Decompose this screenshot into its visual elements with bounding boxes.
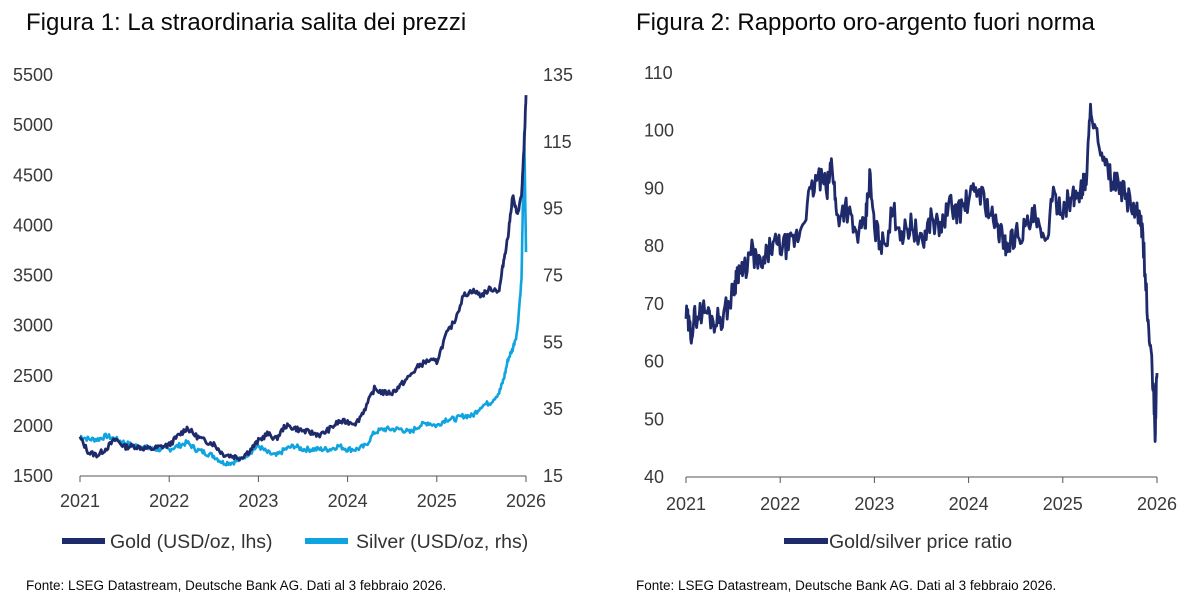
legend-gold-label: Gold (USD/oz, lhs) — [110, 531, 273, 553]
figure1-title: Figura 1: La straordinaria salita dei pr… — [26, 9, 467, 36]
fig2-y-tick-label: 80 — [644, 236, 664, 256]
fig2-y-tick-label: 40 — [644, 467, 664, 487]
fig1-y-left-tick-label: 2000 — [13, 416, 53, 436]
fig1-y-left-tick-label: 3000 — [13, 316, 53, 336]
fig1-x-tick-label: 2024 — [328, 491, 368, 511]
fig2-y-tick-label: 50 — [644, 409, 664, 429]
fig1-y-left-tick-label: 5500 — [13, 65, 53, 85]
fig2-y-tick-label: 100 — [644, 121, 674, 141]
fig1-y-left-tick-label: 5000 — [13, 115, 53, 135]
legend-silver-label: Silver (USD/oz, rhs) — [356, 531, 528, 553]
fig1-y-left-tick-label: 1500 — [13, 466, 53, 486]
figure2-title: Figura 2: Rapporto oro-argento fuori nor… — [636, 9, 1095, 36]
fig1-y-right-tick-label: 95 — [543, 199, 563, 219]
fig2-x-tick-label: 2025 — [1043, 494, 1083, 514]
fig1-x-tick-label: 2023 — [238, 491, 278, 511]
fig1-y-left-tick-label: 4000 — [13, 215, 53, 235]
fig2-x-tick-label: 2021 — [666, 494, 706, 514]
fig2-y-tick-label: 70 — [644, 294, 664, 314]
fig2-x-tick-label: 2023 — [854, 494, 894, 514]
fig2-y-tick-label: 60 — [644, 352, 664, 372]
silver-price-line — [79, 131, 528, 467]
fig1-y-right-tick-label: 75 — [543, 266, 563, 286]
figure1-source: Fonte: LSEG Datastream, Deutsche Bank AG… — [26, 578, 447, 593]
fig1-y-left-tick-label: 3500 — [13, 266, 53, 286]
fig1-x-tick-label: 2025 — [417, 491, 457, 511]
fig1-y-right-tick-label: 55 — [543, 332, 563, 352]
fig2-y-tick-label: 110 — [644, 63, 673, 83]
figure2-source: Fonte: LSEG Datastream, Deutsche Bank AG… — [636, 578, 1057, 593]
fig1-y-right-tick-label: 15 — [543, 466, 563, 486]
fig1-x-tick-label: 2021 — [60, 491, 100, 511]
gold-price-line — [78, 95, 528, 462]
fig1-x-tick-label: 2022 — [149, 491, 189, 511]
fig2-x-tick-label: 2026 — [1137, 494, 1177, 514]
fig2-x-tick-label: 2022 — [760, 494, 800, 514]
legend-ratio-label: Gold/silver price ratio — [829, 531, 1012, 553]
fig1-y-right-tick-label: 115 — [543, 132, 572, 152]
fig2-y-tick-label: 90 — [644, 178, 664, 198]
gold-silver-ratio-line — [684, 102, 1159, 443]
fig1-x-tick-label: 2026 — [506, 491, 546, 511]
fig1-y-right-tick-label: 35 — [543, 399, 563, 419]
fig1-y-right-tick-label: 135 — [543, 65, 573, 85]
fig1-y-left-tick-label: 2500 — [13, 366, 53, 386]
fig2-x-tick-label: 2024 — [949, 494, 989, 514]
fig1-y-left-tick-label: 4500 — [13, 165, 53, 185]
